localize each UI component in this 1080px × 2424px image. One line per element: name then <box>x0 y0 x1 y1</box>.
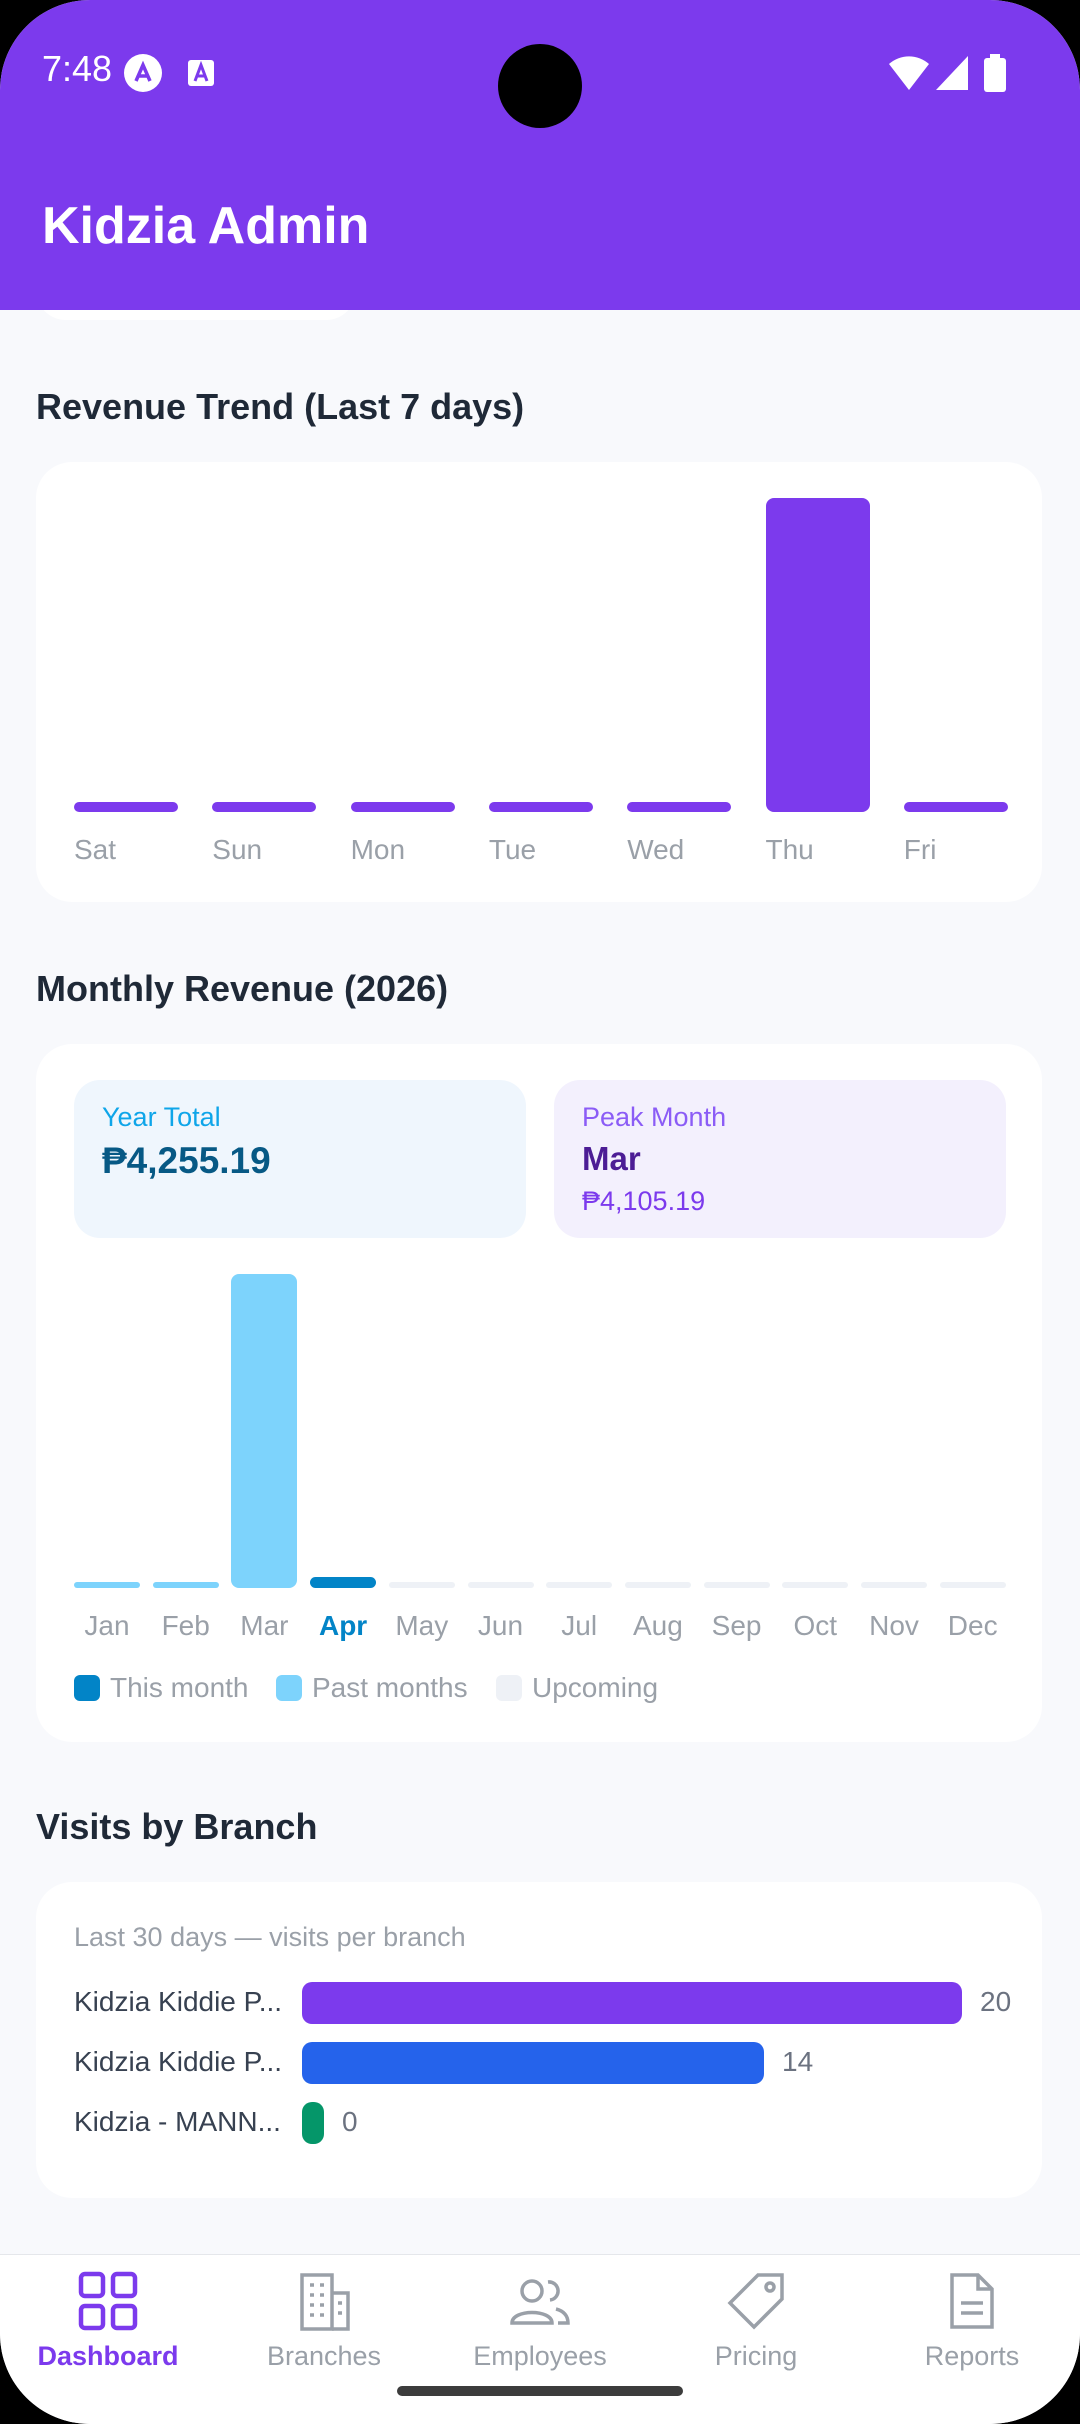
monthly-tick-label: Jun <box>477 1610 524 1641</box>
monthly-tick-label: Feb <box>161 1610 210 1641</box>
weekly-tick-label: Sun <box>212 834 263 865</box>
peak-month-name: Mar <box>582 1140 641 1177</box>
legend-label: This month <box>110 1672 249 1703</box>
peak-month-label: Peak Month <box>582 1102 727 1132</box>
nav-label: Branches <box>266 2341 382 2371</box>
nav-pricing[interactable]: Pricing <box>648 2271 864 2372</box>
weekly-bar <box>212 802 317 812</box>
status-time: 7:48 <box>42 48 113 89</box>
branch-bar <box>302 2042 764 2084</box>
monthly-tick-label: Jul <box>561 1610 598 1641</box>
legend-label: Upcoming <box>532 1672 659 1703</box>
monthly-tick-label: Dec <box>947 1610 998 1641</box>
branch-bar <box>302 2102 324 2144</box>
weekly-bar <box>765 498 870 812</box>
monthly-bar <box>939 1582 1006 1588</box>
text-notification-icon <box>186 54 224 92</box>
monthly-tick-label: Sep <box>711 1610 762 1641</box>
year-total-label: Year Total <box>102 1102 221 1132</box>
weekly-tick-label: Mon <box>350 834 406 865</box>
peak-month-value: ₱4,105.19 <box>582 1186 706 1216</box>
monthly-bar <box>624 1582 691 1588</box>
monthly-bar <box>231 1274 298 1588</box>
monthly-section-title: Monthly Revenue (2026) <box>36 968 449 1009</box>
signal-icon <box>934 54 972 92</box>
year-total-value: ₱4,255.19 <box>102 1140 271 1181</box>
tag-icon <box>727 2273 784 2330</box>
monthly-bar <box>152 1582 219 1588</box>
weekly-bar <box>74 802 178 812</box>
year-total-card: Year Total ₱4,255.19 <box>74 1080 526 1238</box>
legend-swatch <box>276 1675 302 1701</box>
nav-employees[interactable]: Employees <box>432 2271 648 2372</box>
weekly-tick-label: Fri <box>903 834 937 865</box>
camera-cutout <box>498 44 582 128</box>
nav-label: Dashboard <box>37 2341 179 2371</box>
monthly-bar <box>782 1582 849 1588</box>
monthly-bar <box>74 1582 140 1588</box>
branch-name: Kidzia Kiddie P... <box>74 2046 283 2077</box>
battery-icon <box>984 54 1022 92</box>
app-notification-icon <box>124 54 162 92</box>
branch-value: 0 <box>342 2106 358 2137</box>
legend-this-month: This month <box>74 1672 249 1704</box>
branches-section-title: Visits by Branch <box>36 1806 318 1847</box>
nav-label: Employees <box>473 2341 607 2371</box>
branches-subtitle: Last 30 days — visits per branch <box>74 1922 466 1952</box>
monthly-bar <box>861 1582 927 1588</box>
nav-reports[interactable]: Reports <box>864 2271 1080 2372</box>
weekly-tick-label: Thu <box>765 834 814 865</box>
branch-name: Kidzia - MANN... <box>74 2106 281 2137</box>
monthly-tick-label: Nov <box>869 1610 919 1641</box>
peak-month-card: Peak Month Mar ₱4,105.19 <box>554 1080 1006 1238</box>
branch-name: Kidzia Kiddie P... <box>74 1986 283 2017</box>
nav-label: Pricing <box>714 2341 798 2371</box>
monthly-bar <box>310 1576 377 1588</box>
grid-icon <box>78 2271 138 2331</box>
nav-dashboard[interactable]: Dashboard <box>0 2271 216 2372</box>
weekly-bar <box>627 802 732 812</box>
monthly-tick-label: Jan <box>84 1610 130 1641</box>
weekly-bar <box>350 802 455 812</box>
monthly-bar <box>546 1582 613 1588</box>
monthly-bar <box>388 1582 455 1588</box>
app-title: Kidzia Admin <box>42 197 370 255</box>
weekly-chart-card <box>36 462 1042 902</box>
nav-label: Reports <box>924 2341 1020 2371</box>
nav-branches[interactable]: Branches <box>216 2271 432 2372</box>
status-bar: 7:48 <box>0 0 1080 140</box>
weekly-tick-label: Sat <box>74 834 117 865</box>
document-icon <box>950 2273 994 2329</box>
weekly-tick-label: Tue <box>488 834 537 865</box>
weekly-section-title: Revenue Trend (Last 7 days) <box>36 386 525 427</box>
monthly-tick-label: Oct <box>793 1610 838 1641</box>
building-icon <box>300 2273 350 2331</box>
weekly-tick-label: Wed <box>627 834 685 865</box>
monthly-tick-label: Apr <box>318 1610 368 1641</box>
branches-card <box>36 1882 1042 2198</box>
legend-upcoming: Upcoming <box>496 1672 658 1704</box>
weekly-bar <box>903 802 1008 812</box>
home-indicator <box>397 2386 683 2396</box>
app-bar: 7:48 Kidzia Admin <box>0 0 1080 310</box>
branch-value: 20 <box>980 1986 1012 2017</box>
branch-bar <box>302 1982 962 2024</box>
legend-swatch <box>74 1675 100 1701</box>
legend-label: Past months <box>312 1672 468 1703</box>
wifi-icon <box>888 54 929 92</box>
legend-past-months: Past months <box>276 1672 468 1704</box>
users-icon <box>510 2279 570 2325</box>
branch-value: 14 <box>782 2046 814 2077</box>
monthly-tick-label: Mar <box>240 1610 289 1641</box>
legend-swatch <box>496 1675 522 1701</box>
monthly-bar <box>467 1582 534 1588</box>
weekly-bar <box>488 802 593 812</box>
bottom-navigation: Dashboard Branches Employees Pricing Rep… <box>0 2254 1080 2424</box>
monthly-bar <box>703 1582 770 1588</box>
monthly-tick-label: May <box>395 1610 449 1641</box>
monthly-tick-label: Aug <box>632 1610 683 1641</box>
